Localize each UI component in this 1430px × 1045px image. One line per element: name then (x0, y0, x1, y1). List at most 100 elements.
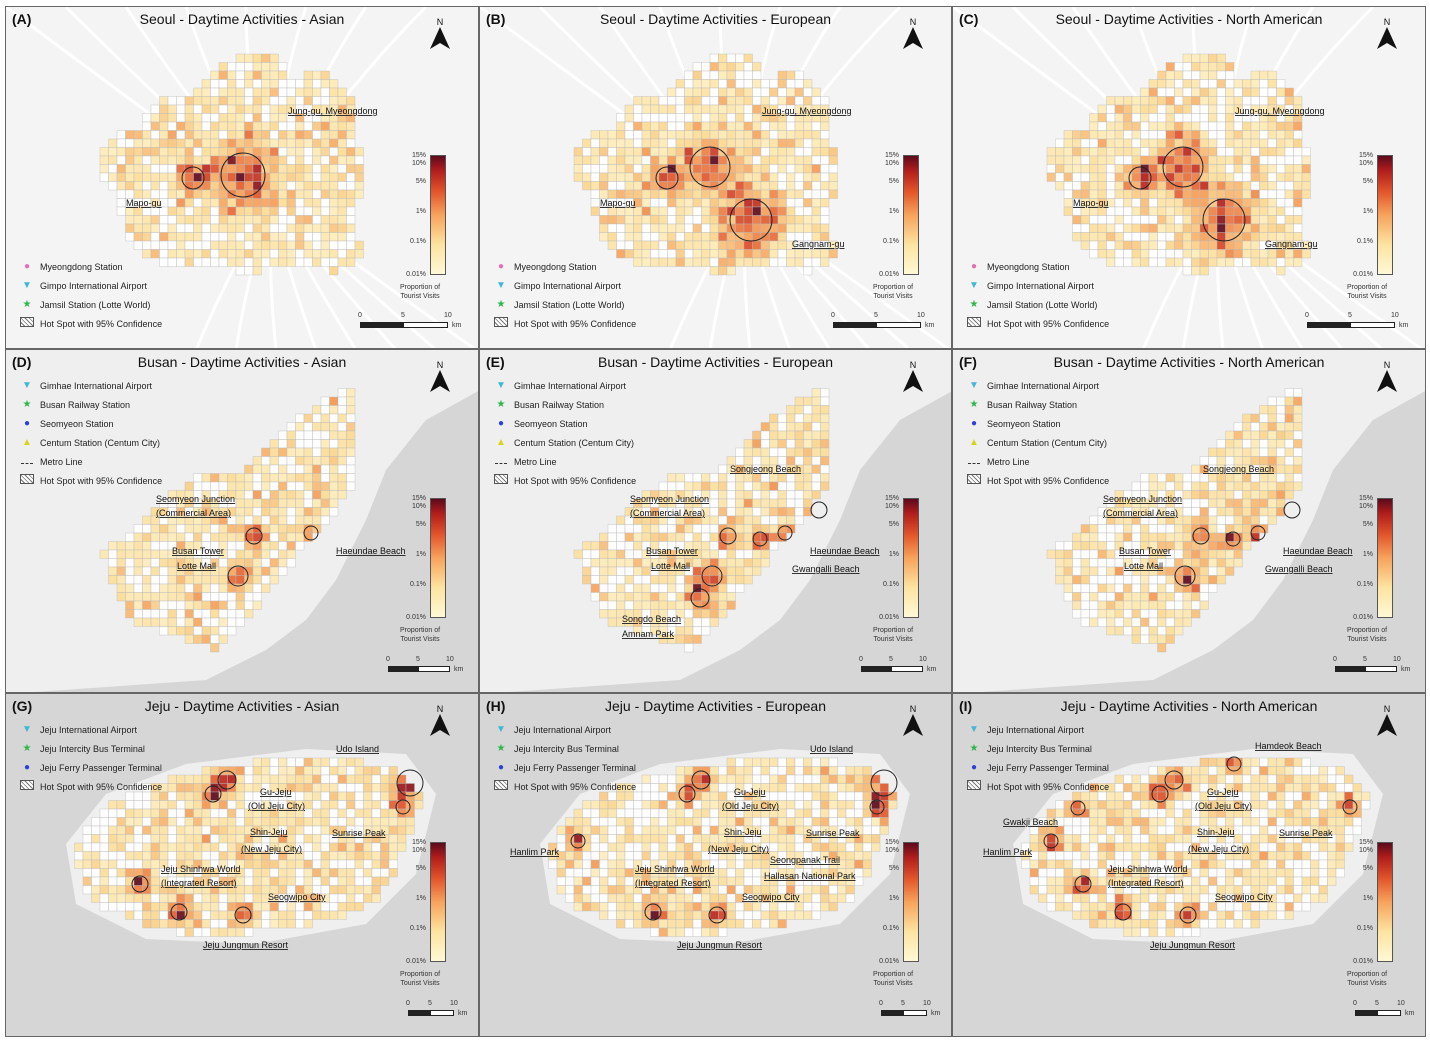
grid-cell (286, 206, 296, 216)
grid-cell (607, 524, 617, 534)
grid-cell (380, 783, 390, 793)
grid-cell (726, 498, 736, 508)
grid-cell (312, 249, 322, 259)
grid-cell (854, 876, 864, 886)
grid-cell (599, 147, 609, 157)
grid-cell (295, 774, 305, 784)
grid-cell (641, 600, 651, 610)
grid-cell (701, 834, 711, 844)
grid-cell (607, 825, 617, 835)
grid-cell (1165, 70, 1175, 80)
grid-cell (1165, 232, 1175, 242)
grid-cell (777, 240, 787, 250)
grid-cell (116, 876, 126, 886)
grid-cell (1267, 138, 1277, 148)
grid-cell (1233, 96, 1243, 106)
heatmap-grid (6, 7, 476, 348)
grid-cell (286, 532, 296, 542)
grid-cell (760, 249, 770, 259)
grid-cell (269, 189, 279, 199)
grid-cell (252, 498, 262, 508)
grid-cell (701, 626, 711, 636)
grid-cell (269, 223, 279, 233)
grid-cell (261, 138, 271, 148)
grid-cell (252, 757, 262, 767)
grid-cell (295, 121, 305, 131)
grid-cell (692, 609, 702, 619)
grid-cell (1242, 490, 1252, 500)
grid-cell (295, 257, 305, 267)
grid-cell (616, 885, 626, 895)
grid-cell (1157, 643, 1167, 653)
legend-label: Busan Railway Station (40, 399, 131, 410)
grid-cell (167, 592, 177, 602)
grid-cell (1250, 155, 1260, 165)
grid-cell (269, 549, 279, 559)
grid-cell (1140, 87, 1150, 97)
panel-title: Busan - Daytime Activities - North Ameri… (1053, 354, 1325, 370)
grid-cell (650, 825, 660, 835)
grid-cell (820, 774, 830, 784)
grid-cell (743, 859, 753, 869)
grid-cell (1233, 249, 1243, 259)
grid-cell (320, 79, 330, 89)
grid-cell (709, 825, 719, 835)
grid-cell (794, 413, 804, 423)
grid-cell (786, 757, 796, 767)
grid-cell (1148, 155, 1158, 165)
grid-cell (184, 626, 194, 636)
grid-cell (1131, 592, 1141, 602)
grid-cell (320, 215, 330, 225)
grid-cell (1267, 206, 1277, 216)
grid-cell (133, 566, 143, 576)
legend-label: Jamsil Station (Lotte World) (514, 299, 625, 310)
grid-cell (616, 558, 626, 568)
grid-cell (684, 232, 694, 242)
colorbar-tick-label: 10% (1358, 160, 1373, 167)
grid-cell (735, 206, 745, 216)
grid-cell (760, 147, 770, 157)
grid-cell (590, 147, 600, 157)
grid-cell (286, 232, 296, 242)
grid-cell (1165, 206, 1175, 216)
grid-cell (218, 215, 228, 225)
grid-cell (573, 902, 583, 912)
grid-cell (227, 79, 237, 89)
grid-cell (820, 138, 830, 148)
grid-cell (218, 902, 228, 912)
grid-cell (1225, 104, 1235, 114)
grid-cell (269, 902, 279, 912)
grid-cell (1106, 558, 1116, 568)
grid-cell (1259, 130, 1269, 140)
colorbar-tick-label: 1% (415, 895, 426, 902)
grid-cell (633, 181, 643, 191)
grid-cell (99, 859, 109, 869)
grid-cell (590, 583, 600, 593)
grid-cell (624, 549, 634, 559)
grid-cell (346, 464, 356, 474)
grid-cell (752, 172, 762, 182)
grid-cell (320, 172, 330, 182)
grid-cell (295, 223, 305, 233)
grid-cell (1250, 257, 1260, 267)
grid-cell (193, 927, 203, 937)
grid-cell (1191, 249, 1201, 259)
grid-cell (743, 566, 753, 576)
place-label: Songjeong Beach (730, 464, 802, 474)
grid-cell (667, 817, 677, 827)
grid-cell (193, 919, 203, 929)
grid-cell (692, 113, 702, 123)
grid-cell (701, 825, 711, 835)
grid-cell (1250, 249, 1260, 259)
grid-cell (210, 817, 220, 827)
grid-cell (1225, 249, 1235, 259)
grid-cell (1250, 189, 1260, 199)
grid-cell (252, 876, 262, 886)
legend-item: ▲ Centum Station (Centum City) (20, 433, 162, 452)
grid-cell (303, 147, 313, 157)
grid-cell (1148, 617, 1158, 627)
grid-cell (1165, 609, 1175, 619)
grid-cell (1250, 422, 1260, 432)
legend-item: ★ Busan Railway Station (20, 395, 162, 414)
grid-cell (150, 240, 160, 250)
